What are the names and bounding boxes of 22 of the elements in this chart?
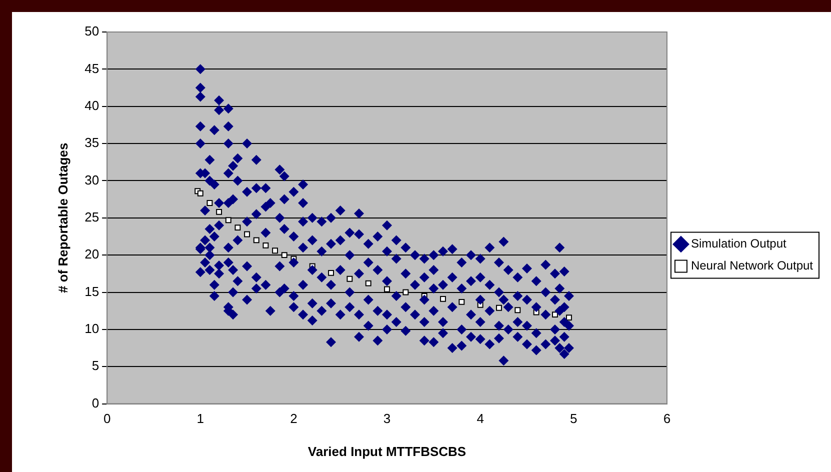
x-tick-label: 2: [290, 411, 298, 426]
y-tick-label: 15: [84, 284, 100, 299]
y-tick-label: 20: [84, 246, 100, 262]
y-tick-label: 5: [92, 358, 100, 374]
x-tick-label: 0: [103, 411, 111, 426]
y-tick-label: 10: [84, 321, 100, 336]
x-tick-label: 3: [383, 411, 391, 426]
x-tick-label: 6: [663, 411, 671, 426]
legend-label: Neural Network Output: [690, 258, 814, 273]
y-axis-title: # of Reportable Outages: [55, 142, 70, 294]
x-axis-title: Varied Input MTTFBSCBS: [308, 444, 466, 459]
y-tick-label: 25: [84, 209, 100, 224]
y-tick-label: 40: [84, 98, 100, 113]
y-tick-label: 30: [84, 172, 100, 188]
y-tick-label: 45: [84, 60, 100, 76]
legend-label: Simulation Output: [690, 236, 787, 251]
x-tick-label: 4: [476, 411, 484, 426]
x-tick-label: 1: [196, 411, 204, 426]
y-tick-label: 35: [84, 135, 100, 150]
y-tick-label: 50: [84, 24, 100, 39]
y-tick-label: 0: [92, 395, 100, 410]
x-tick-label: 5: [570, 411, 578, 426]
